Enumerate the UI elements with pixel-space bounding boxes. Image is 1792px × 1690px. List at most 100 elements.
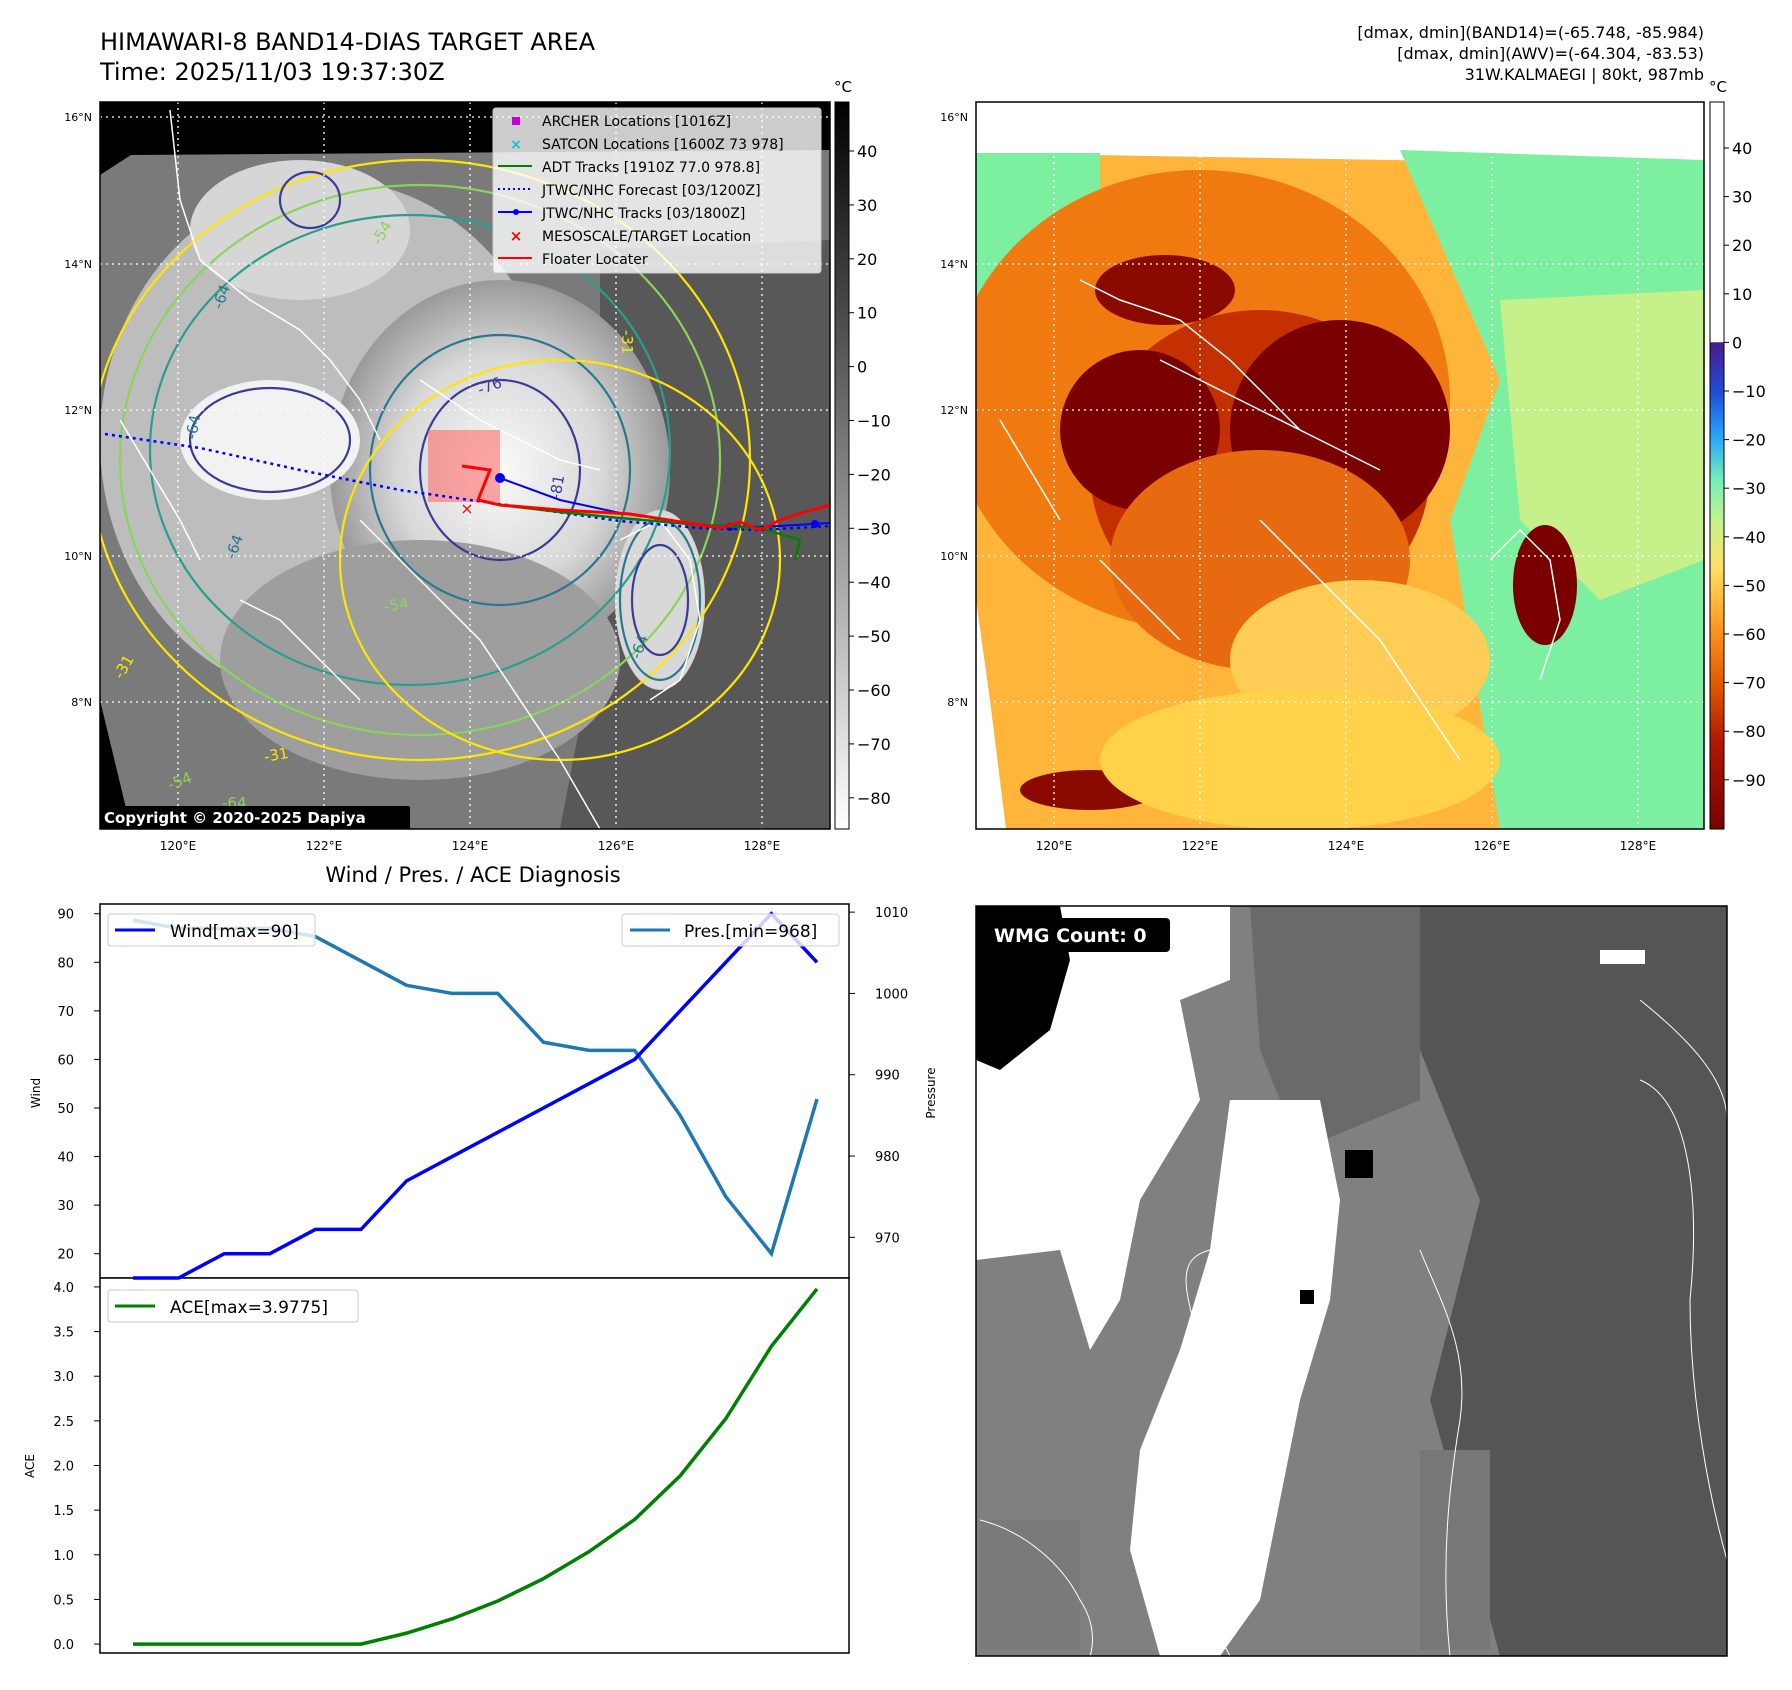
lon-tick: 120°E	[160, 839, 197, 853]
copyright-text: Copyright © 2020-2025 Dapiya	[104, 809, 366, 827]
ace-tick-label: 3.5	[53, 1326, 74, 1341]
gray-colorbar-tick-label: −10	[857, 412, 891, 431]
lon-tick: 122°E	[1182, 839, 1219, 853]
legend-label-satcon: SATCON Locations [1600Z 73 978]	[542, 137, 784, 153]
lon-tick: 128°E	[744, 839, 781, 853]
lat-tick: 16°N	[64, 111, 92, 124]
awv-map-frame	[975, 101, 1705, 830]
pressure-tick-label: 980	[875, 1150, 900, 1165]
pressure-legend: Pres.[min=968]	[621, 913, 840, 947]
wind-tick-label: 40	[57, 1151, 74, 1166]
contour-label: -31	[263, 744, 290, 766]
wind-tick-label: 70	[57, 1005, 74, 1020]
legend-label-archer: ARCHER Locations [1016Z]	[542, 114, 731, 130]
floater-locator	[461, 464, 830, 532]
lon-tick: 128°E	[1620, 839, 1657, 853]
color-colorbar-ticks: 40 30 20 10 0 −10 −20 −30 −40 −50 −60 −70 −80 −90	[1724, 139, 1766, 790]
color-colorbar-tick-label: −80	[1732, 722, 1766, 741]
wmg-panel	[976, 906, 1727, 1656]
color-colorbar-unit: °C	[1709, 78, 1727, 96]
ir-map-frame	[99, 101, 831, 830]
gray-colorbar-tick-label: −60	[857, 681, 891, 700]
copyright-box	[100, 806, 410, 829]
gray-colorbar-tick-label: −20	[857, 465, 891, 484]
color-colorbar-tick-label: 0	[1732, 333, 1742, 352]
gray-colorbar-tick-label: 40	[857, 142, 877, 161]
legend-label-tracks: JTWC/NHC Tracks [03/1800Z]	[541, 206, 745, 222]
color-colorbar-tick-label: −70	[1732, 674, 1766, 693]
wmg-count-label: WMG Count: 0	[994, 925, 1147, 947]
color-colorbar-tick-label: 30	[1732, 188, 1752, 207]
ace-line	[133, 1287, 819, 1646]
ace-tick-label: 4.0	[53, 1281, 74, 1296]
ace-tick-label: 1.5	[53, 1504, 74, 1519]
legend-label-adt: ADT Tracks [1910Z 77.0 978.8]	[542, 160, 760, 176]
legend-label-forecast: JTWC/NHC Forecast [03/1200Z]	[541, 183, 761, 199]
contour-label: -81	[546, 473, 568, 500]
ir-map-legend: ARCHER Locations [1016Z] × SATCON Locati…	[492, 107, 822, 274]
gray-colorbar-unit: °C	[834, 78, 852, 96]
ace-series	[133, 1287, 819, 1646]
gray-colorbar-tick-label: −80	[857, 789, 891, 808]
contour-label: -31	[618, 330, 636, 355]
pressure-axis-label: Pressure	[924, 1067, 938, 1118]
lat-tick: 14°N	[64, 258, 92, 271]
color-colorbar-tick-label: 20	[1732, 236, 1752, 255]
svg-text:×: ×	[510, 137, 522, 153]
ace-tick-label: 3.0	[53, 1370, 74, 1385]
color-colorbar-tick-label: −30	[1732, 479, 1766, 498]
ace-tick-label: 2.5	[53, 1415, 74, 1430]
color-colorbar-tick-label: 40	[1732, 139, 1752, 158]
color-colorbar-tick-label: −60	[1732, 625, 1766, 644]
contour-label: -54	[383, 594, 410, 616]
ace-tick-label: 1.0	[53, 1549, 74, 1564]
ace-tick-label: 2.0	[53, 1460, 74, 1475]
legend-label-floater: Floater Locater	[542, 252, 648, 268]
gray-colorbar-tick-label: 10	[857, 304, 877, 323]
color-colorbar	[1709, 101, 1725, 830]
figure-title: HIMAWARI-8 BAND14-DIAS TARGET AREA	[100, 28, 596, 56]
lat-tick: 8°N	[71, 696, 92, 709]
wind-pressure-plot-frame	[99, 903, 850, 1279]
wind-tick-label: 60	[57, 1053, 74, 1068]
ace-plot-frame	[99, 1277, 850, 1654]
wind-line	[133, 911, 819, 1280]
ace-tick-label: 0.5	[53, 1593, 74, 1608]
ace-axis-label: ACE	[23, 1454, 37, 1478]
wind-legend: Wind[max=90]	[107, 913, 316, 947]
lon-tick: 122°E	[306, 839, 343, 853]
color-colorbar-tick-label: −20	[1732, 431, 1766, 450]
contour-label: -64	[182, 413, 204, 440]
gray-colorbar-tick-label: −70	[857, 735, 891, 754]
target-location-marker: ×	[460, 499, 473, 518]
lat-tick: 12°N	[64, 404, 92, 417]
color-colorbar-tick-label: −10	[1732, 382, 1766, 401]
lat-tick: 8°N	[947, 696, 968, 709]
wmg-frame	[975, 905, 1728, 1657]
stats-storm: 31W.KALMAEGI | 80kt, 987mb	[1465, 65, 1704, 84]
lat-tick: 10°N	[64, 550, 92, 563]
wind-legend-label: Wind[max=90]	[170, 922, 299, 942]
lat-tick: 12°N	[940, 404, 968, 417]
gray-colorbar-tick-label: −50	[857, 627, 891, 646]
pressure-tick-label: 1010	[875, 906, 908, 921]
color-colorbar-tick-label: −40	[1732, 528, 1766, 547]
ace-tick-label: 0.0	[53, 1638, 74, 1653]
lat-tick: 10°N	[940, 550, 968, 563]
wmg-count-box	[984, 918, 1170, 952]
lon-tick: 120°E	[1036, 839, 1073, 853]
legend-label-target: MESOSCALE/TARGET Location	[542, 229, 751, 245]
wind-tick-label: 80	[57, 956, 74, 971]
gray-colorbar-tick-label: 20	[857, 250, 877, 269]
diagnosis-title: Wind / Pres. / ACE Diagnosis	[325, 863, 620, 887]
lat-tick: 16°N	[940, 111, 968, 124]
ace-legend-label: ACE[max=3.9775]	[170, 1298, 328, 1318]
pressure-tick-label: 1000	[875, 987, 908, 1002]
ace-legend: ACE[max=3.9775]	[107, 1289, 359, 1323]
pressure-tick-label: 990	[875, 1069, 900, 1084]
gray-colorbar-tick-label: 0	[857, 358, 867, 377]
wind-axis-label: Wind	[29, 1078, 43, 1108]
wind-tick-label: 20	[57, 1248, 74, 1263]
pressure-y-ticks: 970 980 990 1000 1010	[849, 906, 908, 1246]
